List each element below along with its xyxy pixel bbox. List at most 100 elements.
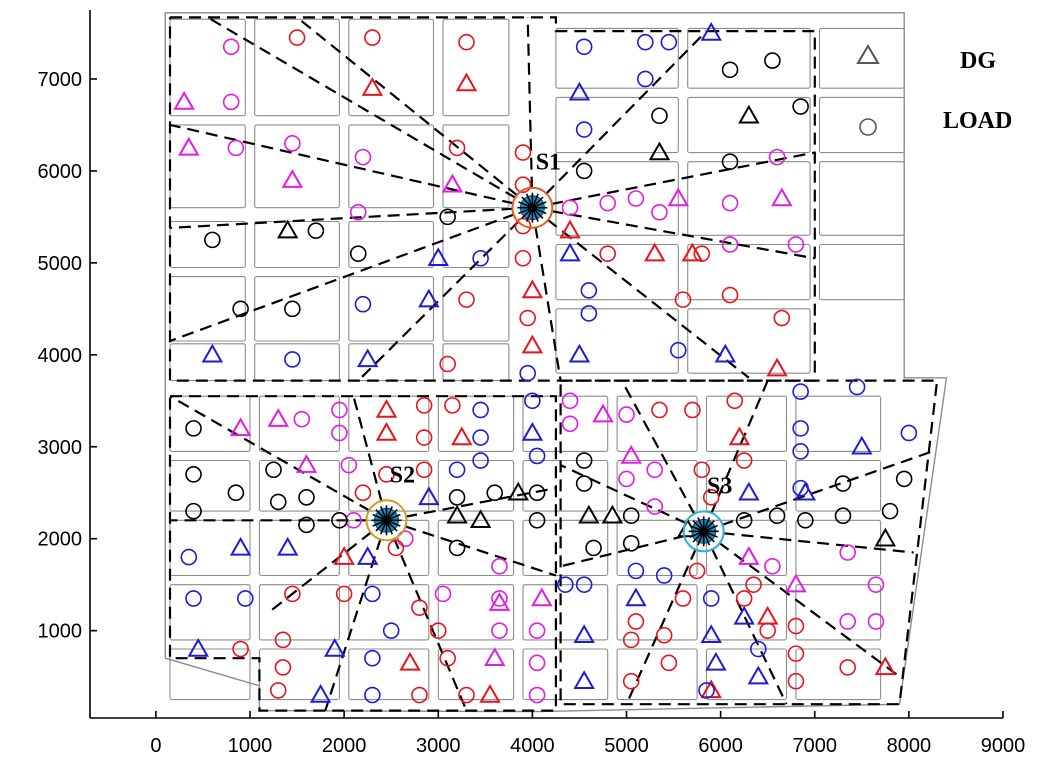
load-point (378, 466, 395, 483)
load-point (349, 203, 367, 221)
load-point (773, 309, 791, 327)
load-point (448, 539, 466, 557)
street-block (616, 395, 698, 452)
load-point (561, 392, 579, 410)
street-block (555, 96, 679, 154)
street-block (442, 18, 510, 117)
load-point (839, 613, 856, 630)
load-point (448, 489, 466, 506)
load-point (561, 199, 579, 216)
street-block (254, 276, 340, 342)
feeder-line (386, 487, 557, 522)
dg-point (559, 219, 581, 239)
load-point (298, 489, 315, 506)
load-point (721, 286, 739, 304)
substations: S1 S2 S3 (365, 150, 732, 553)
street-block (555, 161, 679, 236)
load-point (834, 475, 852, 492)
load-point (415, 397, 433, 414)
load-point (514, 217, 532, 235)
load-point (415, 429, 433, 446)
street-block (795, 648, 882, 701)
dg-point (568, 81, 591, 101)
load-point (382, 622, 400, 639)
load-point (472, 401, 489, 419)
load-point (354, 484, 372, 502)
feeder-line (703, 530, 914, 554)
feeder-line (357, 206, 534, 382)
load-point (669, 341, 687, 359)
load-point (646, 498, 664, 515)
dg-point (648, 141, 671, 161)
load-point (557, 576, 574, 593)
feeder-line (703, 530, 901, 678)
street-block (348, 276, 435, 342)
load-point (519, 364, 536, 382)
load-point (618, 406, 635, 423)
feeder-line (531, 206, 750, 379)
x-tick-label: 1000 (228, 735, 273, 757)
load-point (185, 590, 202, 607)
dg-point (874, 527, 897, 547)
load-point (444, 397, 461, 414)
feeder-line (531, 207, 562, 381)
dg-point (276, 536, 299, 556)
zone-s1-boundary (168, 16, 816, 382)
zone-s3-boundary (559, 379, 939, 706)
street-block (522, 395, 609, 452)
load-point (472, 429, 489, 446)
dg-point (455, 72, 478, 92)
load-point (528, 484, 546, 502)
street-block (348, 584, 430, 641)
dg-point (309, 683, 332, 703)
load-point (764, 52, 781, 69)
load-point (439, 208, 456, 226)
load-point (519, 309, 536, 327)
load-point (660, 654, 678, 672)
dg-point (399, 651, 421, 671)
load-point (768, 507, 786, 525)
load-point (618, 470, 635, 488)
substation-spoke (372, 513, 401, 527)
feeder-line (560, 464, 705, 533)
load-point (637, 33, 654, 51)
street-block (169, 124, 246, 209)
x-tick-label: 7000 (793, 735, 838, 757)
load-point (491, 557, 508, 575)
street-block (169, 220, 246, 269)
load-point (721, 236, 739, 253)
dg-point (451, 426, 473, 446)
load-point (448, 461, 466, 479)
dg-point (521, 421, 544, 441)
street-block (348, 648, 430, 701)
load-point (354, 148, 372, 166)
load-point (721, 194, 739, 212)
feeder-line (169, 123, 533, 209)
load-point (674, 291, 692, 308)
street-block (555, 27, 679, 89)
dg-point (187, 638, 209, 657)
feeder-line (703, 450, 933, 533)
street-block (705, 459, 788, 512)
dg-point (229, 417, 252, 437)
load-point (364, 585, 381, 603)
load-point (881, 502, 899, 520)
load-point (237, 590, 254, 607)
street-block (442, 220, 510, 269)
street-block (169, 276, 246, 342)
load-point (655, 626, 673, 644)
feeder-line (531, 30, 708, 209)
load-point (684, 401, 701, 419)
street-block (442, 276, 510, 342)
street-block (818, 243, 905, 301)
substation-spoke (689, 524, 718, 538)
dg-point (667, 187, 689, 207)
load-point (415, 461, 433, 479)
dg-point (568, 343, 591, 363)
load-point (472, 452, 489, 469)
street-block (705, 648, 788, 701)
load-point (528, 447, 546, 465)
street-block (169, 519, 251, 577)
dg-point (766, 357, 788, 377)
load-point (364, 649, 381, 667)
